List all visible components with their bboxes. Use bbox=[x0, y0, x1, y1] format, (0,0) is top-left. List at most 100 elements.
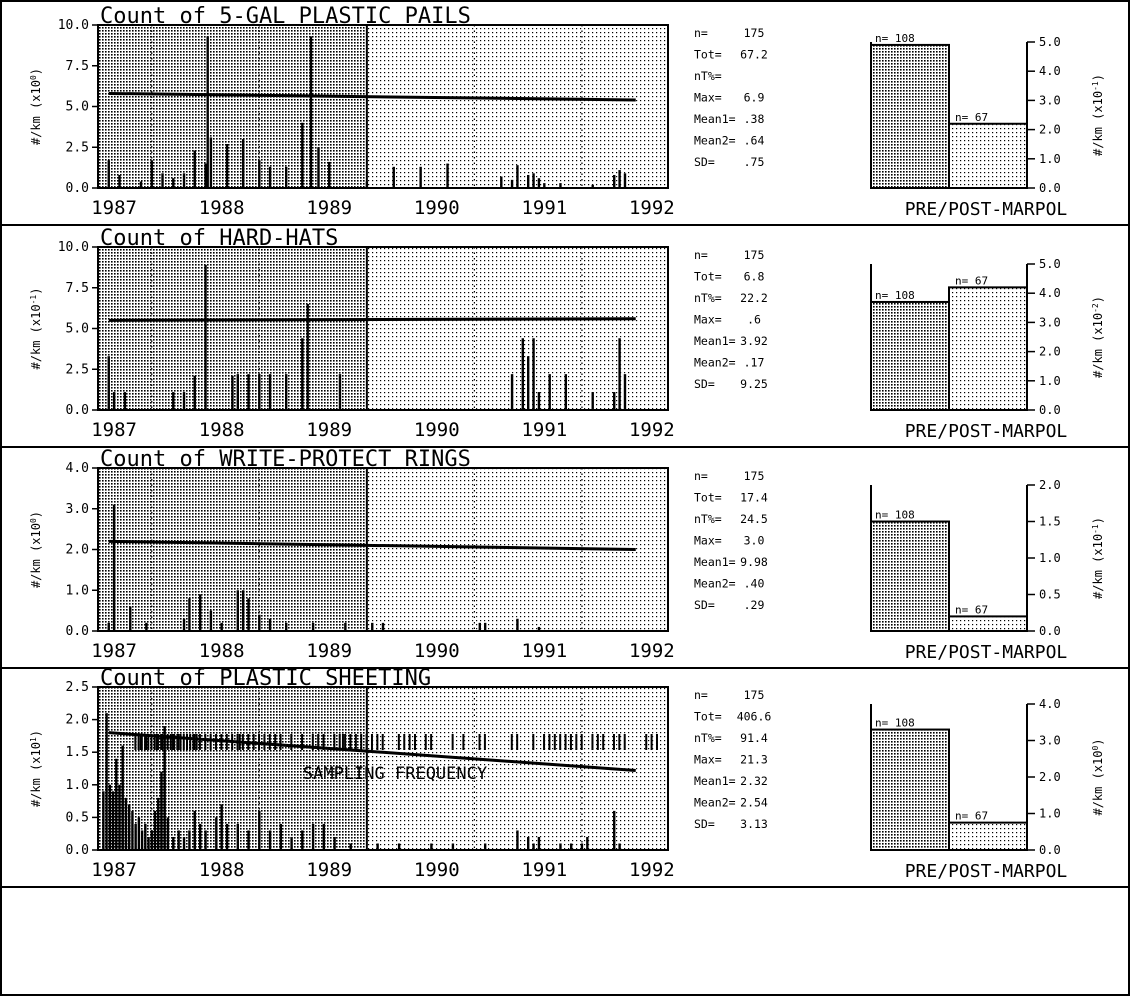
summary-caption: PRE/POST-MARPOL bbox=[905, 421, 1068, 442]
y-tick-label: 4.0 bbox=[66, 461, 89, 476]
stat-label: SD= bbox=[694, 377, 715, 391]
x-tick-label: 1991 bbox=[521, 197, 567, 219]
stat-label: Mean2= bbox=[694, 577, 736, 591]
summary-caption: PRE/POST-MARPOL bbox=[905, 642, 1068, 663]
x-tick-label: 1992 bbox=[629, 197, 675, 219]
sampling-frequency-label: SAMPLING FREQUENCY bbox=[303, 764, 487, 784]
x-tick-label: 1989 bbox=[306, 197, 352, 219]
x-tick-label: 1988 bbox=[199, 640, 245, 662]
x-tick-label: 1988 bbox=[199, 859, 245, 881]
stat-label: n= bbox=[694, 469, 708, 483]
pre-marpol-bar bbox=[870, 728, 950, 851]
x-tick-label: 1990 bbox=[414, 859, 460, 881]
pre-marpol-count: n= 108 bbox=[875, 509, 915, 522]
pre-marpol-count: n= 108 bbox=[875, 289, 915, 302]
stat-label: Max= bbox=[694, 753, 722, 767]
x-tick-label: 1987 bbox=[91, 419, 137, 441]
x-tick-label: 1992 bbox=[629, 640, 675, 662]
y-tick-label: 5.0 bbox=[66, 322, 89, 337]
y-tick-label: 1.0 bbox=[66, 583, 89, 598]
y-axis-label: #/km (x101) bbox=[29, 730, 44, 807]
summary-y-tick-label: 3.0 bbox=[1039, 315, 1061, 329]
stat-label: SD= bbox=[694, 817, 715, 831]
post-marpol-bar bbox=[948, 821, 1028, 851]
stat-value: 91.4 bbox=[740, 731, 768, 745]
stat-label: nT%= bbox=[694, 731, 722, 745]
stat-label: Mean2= bbox=[694, 796, 736, 810]
y-tick-label: 2.5 bbox=[66, 680, 89, 695]
x-tick-label: 1988 bbox=[199, 197, 245, 219]
x-tick-label: 1989 bbox=[306, 859, 352, 881]
stat-value: 9.98 bbox=[740, 555, 768, 569]
x-tick-label: 1992 bbox=[629, 859, 675, 881]
summary-y-tick-label: 2.0 bbox=[1039, 770, 1061, 784]
y-tick-label: 0.0 bbox=[66, 843, 89, 858]
x-tick-label: 1987 bbox=[91, 640, 137, 662]
stat-value: .64 bbox=[744, 134, 765, 148]
summary-y-tick-label: 5.0 bbox=[1039, 257, 1061, 271]
stat-value: 2.54 bbox=[740, 796, 768, 810]
y-tick-label: 0.0 bbox=[66, 403, 89, 418]
stat-value: .75 bbox=[744, 155, 765, 169]
x-tick-label: 1990 bbox=[414, 640, 460, 662]
sampling-frequency-panel: SAMPLING FREQUENCY bbox=[134, 734, 658, 784]
summary-caption: PRE/POST-MARPOL bbox=[905, 861, 1068, 882]
stat-label: Mean2= bbox=[694, 356, 736, 370]
stat-value: .38 bbox=[744, 112, 765, 126]
summary-y-tick-label: 2.0 bbox=[1039, 345, 1061, 359]
summary-y-tick-label: 0.0 bbox=[1039, 624, 1061, 638]
stat-value: 24.5 bbox=[740, 512, 768, 526]
stat-value: 67.2 bbox=[740, 48, 768, 62]
stat-label: Mean2= bbox=[694, 134, 736, 148]
stat-label: Mean1= bbox=[694, 334, 736, 348]
summary-y-tick-label: 1.0 bbox=[1039, 551, 1061, 565]
stat-label: Max= bbox=[694, 313, 722, 327]
y-tick-label: 10.0 bbox=[58, 18, 89, 33]
stat-value: 17.4 bbox=[740, 491, 768, 505]
stat-value: 175 bbox=[744, 688, 765, 702]
y-tick-label: 2.0 bbox=[66, 713, 89, 728]
stat-label: Tot= bbox=[694, 48, 722, 62]
post-marpol-count: n= 67 bbox=[955, 111, 988, 124]
stat-value: 3.92 bbox=[740, 334, 768, 348]
chart-panel: Count of PLASTIC SHEETING0.00.51.01.52.0… bbox=[1, 666, 1129, 888]
summary-y-tick-label: 0.0 bbox=[1039, 403, 1061, 417]
summary-y-tick-label: 0.0 bbox=[1039, 843, 1061, 857]
stat-label: Mean1= bbox=[694, 774, 736, 788]
stat-value: 3.13 bbox=[740, 817, 768, 831]
stat-value: 21.3 bbox=[740, 753, 768, 767]
pre-marpol-region bbox=[98, 25, 367, 188]
pre-marpol-bar bbox=[870, 43, 950, 189]
post-marpol-count: n= 67 bbox=[955, 810, 988, 823]
summary-y-tick-label: 1.5 bbox=[1039, 515, 1061, 529]
y-tick-label: 2.0 bbox=[66, 543, 89, 558]
summary-y-tick-label: 1.0 bbox=[1039, 807, 1061, 821]
trend-line bbox=[108, 539, 636, 551]
stat-value: 6.9 bbox=[744, 91, 765, 105]
x-tick-label: 1988 bbox=[199, 419, 245, 441]
summary-y-tick-label: 4.0 bbox=[1039, 697, 1061, 711]
stat-value: .6 bbox=[747, 313, 761, 327]
pre-marpol-bar bbox=[870, 520, 950, 632]
stat-label: nT%= bbox=[694, 291, 722, 305]
pre-marpol-count: n= 108 bbox=[875, 717, 915, 730]
y-axis-label: #/km (x100) bbox=[29, 511, 44, 588]
stat-label: Mean1= bbox=[694, 555, 736, 569]
y-tick-label: 0.5 bbox=[66, 810, 89, 825]
summary-y-axis-label: #/km (x100) bbox=[1091, 738, 1106, 815]
x-tick-label: 1990 bbox=[414, 419, 460, 441]
x-tick-label: 1989 bbox=[306, 419, 352, 441]
chart-panel: Count of WRITE-PROTECT RINGS0.01.02.03.0… bbox=[1, 447, 1129, 669]
post-marpol-bar bbox=[948, 122, 1028, 189]
trend-line bbox=[108, 317, 636, 322]
stat-label: Tot= bbox=[694, 710, 722, 724]
y-tick-label: 7.5 bbox=[66, 59, 89, 74]
summary-y-tick-label: 3.0 bbox=[1039, 93, 1061, 107]
stat-label: Tot= bbox=[694, 491, 722, 505]
pre-marpol-region bbox=[98, 687, 367, 850]
x-tick-label: 1991 bbox=[521, 419, 567, 441]
y-tick-label: 0.0 bbox=[66, 181, 89, 196]
post-marpol-count: n= 67 bbox=[955, 603, 988, 616]
stat-label: SD= bbox=[694, 598, 715, 612]
